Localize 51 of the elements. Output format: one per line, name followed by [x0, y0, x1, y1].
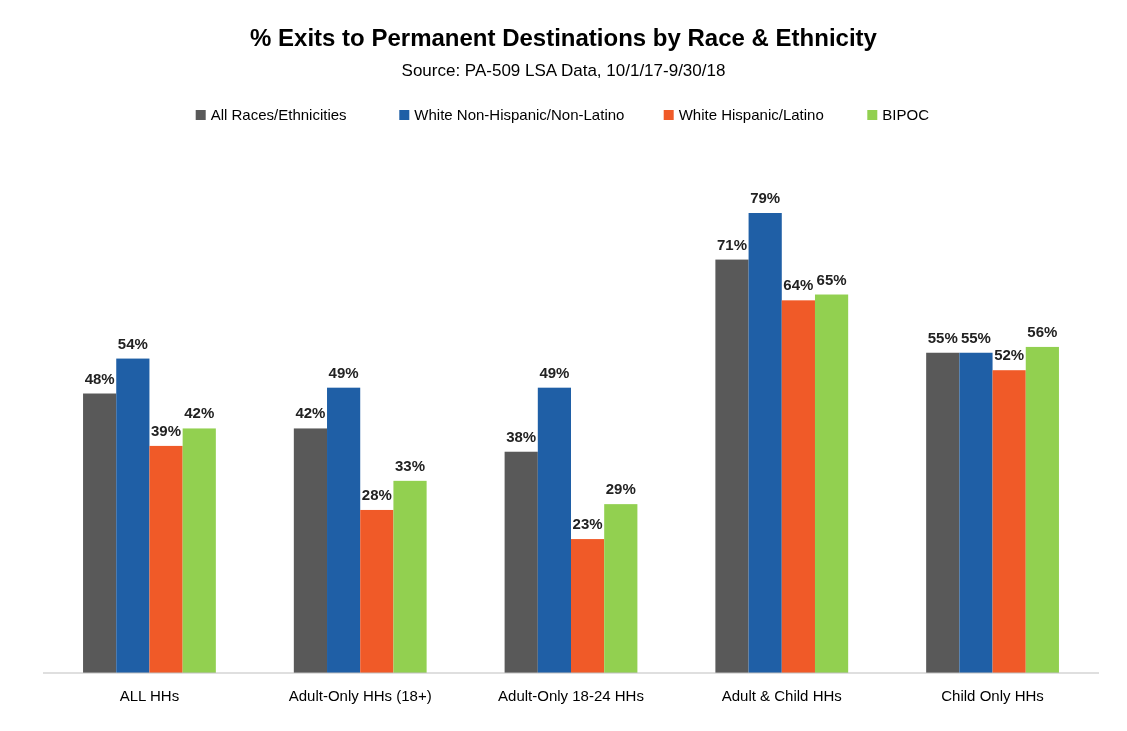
bar	[1025, 346, 1059, 673]
x-tick-label: Child Only HHs	[941, 687, 1044, 704]
legend-label: All Races/Ethnicities	[210, 106, 347, 123]
bar	[926, 352, 960, 673]
data-label: 49%	[328, 363, 359, 381]
data-label: 54%	[117, 334, 148, 352]
legend-label: White Non-Hispanic/Non-Latino	[414, 106, 625, 123]
data-label: 42%	[184, 404, 215, 422]
bar	[604, 504, 638, 673]
bar	[393, 480, 427, 673]
x-tick-label: ALL HHs	[119, 687, 180, 704]
data-label: 29%	[605, 480, 636, 498]
bar	[781, 300, 815, 673]
legend-label: BIPOC	[882, 106, 930, 123]
bar	[959, 352, 993, 673]
data-label: 42%	[295, 404, 326, 422]
bar	[360, 509, 394, 673]
x-tick-label: Adult & Child HHs	[721, 687, 842, 704]
x-tick-label: Adult-Only HHs (18+)	[288, 687, 432, 704]
bar	[182, 428, 216, 673]
bar	[748, 213, 782, 673]
data-label: 33%	[395, 456, 426, 474]
data-label: 49%	[539, 363, 570, 381]
chart-title: % Exits to Permanent Destinations by Race & Ethnicity	[250, 24, 878, 51]
bar	[814, 294, 849, 673]
bar	[715, 259, 749, 673]
bar	[83, 393, 117, 673]
data-label: 52%	[994, 346, 1025, 364]
data-label: 64%	[783, 276, 814, 294]
chart-subtitle: Source: PA-509 LSA Data, 10/1/17-9/30/18	[401, 61, 726, 80]
data-label: 28%	[361, 485, 392, 503]
data-label: 65%	[816, 270, 847, 288]
data-label: 48%	[84, 369, 115, 387]
bar	[327, 387, 361, 673]
legend-label: White Hispanic/Latino	[678, 106, 824, 123]
bar	[571, 539, 605, 673]
bar	[116, 358, 150, 673]
bar	[992, 370, 1026, 673]
bar	[149, 445, 183, 673]
bar	[537, 387, 571, 673]
data-label: 39%	[151, 421, 182, 439]
bar	[504, 451, 538, 673]
data-label: 55%	[927, 328, 958, 346]
data-label: 56%	[1027, 322, 1058, 340]
x-tick-label: Adult-Only 18-24 HHs	[498, 687, 644, 704]
data-label: 71%	[716, 235, 747, 253]
data-label: 55%	[960, 328, 991, 346]
data-label: 79%	[750, 189, 781, 206]
bar	[293, 428, 328, 673]
data-label: 38%	[506, 427, 537, 445]
data-label: 23%	[572, 515, 603, 533]
